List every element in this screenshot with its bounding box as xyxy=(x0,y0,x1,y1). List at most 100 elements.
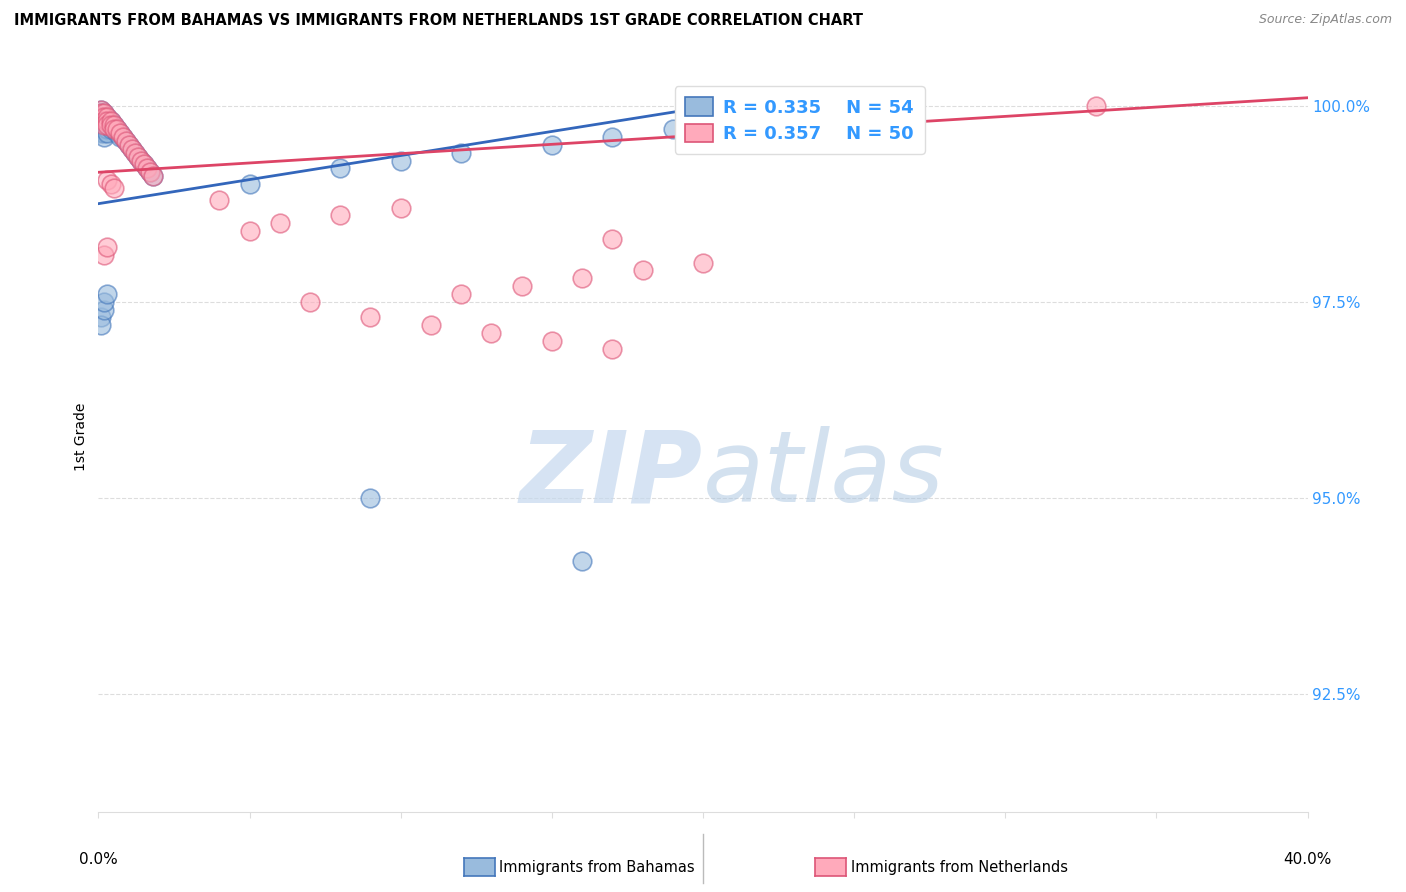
Point xyxy=(103,181,125,195)
Point xyxy=(269,216,291,230)
Point xyxy=(329,161,352,176)
Point xyxy=(329,209,352,223)
Point xyxy=(127,150,149,164)
Point xyxy=(118,137,141,152)
Point xyxy=(139,165,162,179)
Text: 0.0%: 0.0% xyxy=(79,852,118,867)
Point xyxy=(103,122,125,136)
Point xyxy=(114,134,136,148)
Point xyxy=(135,161,157,176)
Point xyxy=(105,122,128,136)
Point xyxy=(1085,98,1108,112)
Point xyxy=(571,271,593,285)
Point xyxy=(96,118,118,132)
Point xyxy=(100,118,122,132)
Point xyxy=(90,310,112,325)
Point xyxy=(103,118,125,132)
Point xyxy=(103,122,125,136)
Point xyxy=(96,114,118,128)
Point xyxy=(93,130,115,145)
Point xyxy=(93,247,115,261)
Point xyxy=(90,111,112,125)
Point xyxy=(90,318,112,333)
Point xyxy=(93,122,115,136)
Point xyxy=(121,142,143,156)
Point xyxy=(114,134,136,148)
Point xyxy=(90,106,112,120)
Point xyxy=(90,126,112,140)
Point xyxy=(100,114,122,128)
Point xyxy=(239,224,262,238)
Point xyxy=(420,318,443,333)
Point xyxy=(208,193,231,207)
Point xyxy=(96,114,118,128)
Point xyxy=(100,122,122,136)
Point xyxy=(90,122,112,136)
Point xyxy=(96,286,118,301)
Text: Source: ZipAtlas.com: Source: ZipAtlas.com xyxy=(1258,13,1392,27)
Point xyxy=(93,114,115,128)
Point xyxy=(124,145,146,160)
Point xyxy=(90,103,112,117)
Point xyxy=(602,232,624,246)
Point xyxy=(239,177,262,191)
Point xyxy=(90,114,112,128)
Point xyxy=(93,111,115,125)
Point xyxy=(108,126,131,140)
Point xyxy=(90,118,112,132)
Point xyxy=(139,165,162,179)
Text: 40.0%: 40.0% xyxy=(1284,852,1331,867)
Point xyxy=(96,126,118,140)
Point xyxy=(93,106,115,120)
Point xyxy=(121,142,143,156)
Point xyxy=(108,126,131,140)
Point xyxy=(299,294,322,309)
Point xyxy=(93,118,115,132)
Point xyxy=(96,122,118,136)
Point xyxy=(360,491,382,505)
Point xyxy=(389,201,412,215)
Point xyxy=(93,118,115,132)
Point xyxy=(132,157,155,171)
Point xyxy=(129,153,152,168)
Point xyxy=(540,137,562,152)
Point xyxy=(100,177,122,191)
Point xyxy=(100,114,122,128)
Point xyxy=(105,126,128,140)
Y-axis label: 1st Grade: 1st Grade xyxy=(75,403,89,471)
Point xyxy=(124,145,146,160)
Point xyxy=(723,114,745,128)
Point xyxy=(96,240,118,254)
Point xyxy=(96,118,118,132)
Point xyxy=(692,255,714,269)
Point xyxy=(450,286,472,301)
Text: Immigrants from Netherlands: Immigrants from Netherlands xyxy=(851,860,1067,874)
Text: IMMIGRANTS FROM BAHAMAS VS IMMIGRANTS FROM NETHERLANDS 1ST GRADE CORRELATION CHA: IMMIGRANTS FROM BAHAMAS VS IMMIGRANTS FR… xyxy=(14,13,863,29)
Point xyxy=(135,161,157,176)
Point xyxy=(90,106,112,120)
Point xyxy=(105,122,128,136)
Point xyxy=(90,111,112,125)
Point xyxy=(93,302,115,317)
Point xyxy=(571,554,593,568)
Point xyxy=(389,153,412,168)
Text: ZIP: ZIP xyxy=(520,426,703,523)
Text: Immigrants from Bahamas: Immigrants from Bahamas xyxy=(499,860,695,874)
Text: atlas: atlas xyxy=(703,426,945,523)
Point xyxy=(93,294,115,309)
Point xyxy=(602,130,624,145)
Point xyxy=(129,153,152,168)
Point xyxy=(111,130,134,145)
Point xyxy=(90,103,112,117)
Point xyxy=(481,326,503,340)
Point xyxy=(103,118,125,132)
Point xyxy=(100,118,122,132)
Point xyxy=(142,169,165,184)
Point xyxy=(360,310,382,325)
Point xyxy=(602,342,624,356)
Point xyxy=(127,150,149,164)
Legend: R = 0.335    N = 54, R = 0.357    N = 50: R = 0.335 N = 54, R = 0.357 N = 50 xyxy=(675,87,925,154)
Point xyxy=(142,169,165,184)
Point xyxy=(540,334,562,348)
Point xyxy=(108,130,131,145)
